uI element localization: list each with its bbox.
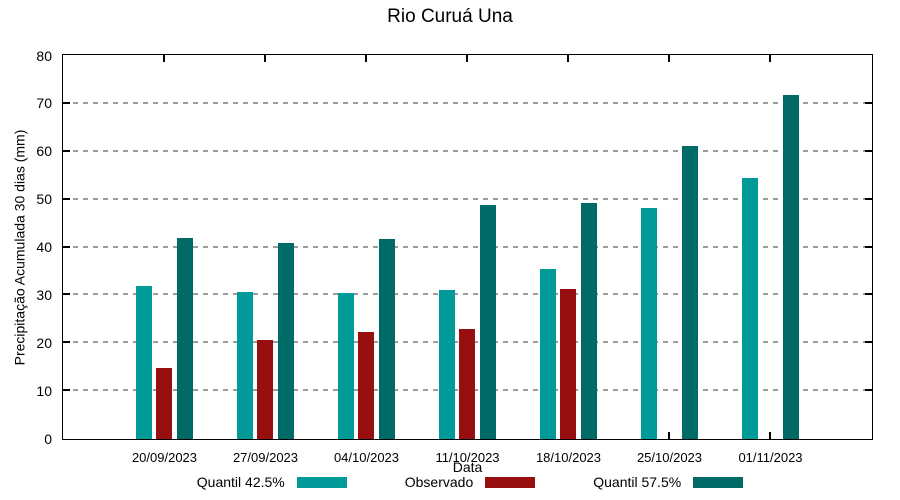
gridline-y-70: [63, 101, 872, 104]
x-tick-label: 27/09/2023: [232, 450, 299, 465]
x-tick-top: [264, 55, 266, 62]
y-tick-right: [865, 197, 872, 200]
bar-observado: [257, 340, 273, 439]
y-tick-right: [865, 245, 872, 248]
y-tick-right: [865, 101, 872, 104]
chart-title: Rio Curuá Una: [387, 6, 513, 27]
x-tick-top: [668, 55, 670, 62]
bar-quantil-57-5: [479, 205, 496, 439]
x-tick-bottom: [668, 432, 670, 439]
bar-quantil-42-5: [135, 285, 152, 439]
legend-label: Observado: [404, 474, 474, 490]
y-tick-label: 10: [36, 382, 52, 399]
y-tick-left: [63, 389, 70, 392]
y-tick-left: [63, 341, 70, 344]
bar-quantil-57-5: [378, 239, 395, 439]
y-tick-label: 30: [36, 286, 52, 303]
gridline-y-50: [63, 197, 872, 200]
gridline-y-40: [63, 245, 872, 248]
y-tick-left: [63, 245, 70, 248]
bar-quantil-42-5: [640, 207, 657, 439]
x-tick-label: 25/10/2023: [636, 450, 703, 465]
y-tick-label: 0: [44, 430, 52, 447]
bar-quantil-42-5: [236, 291, 253, 439]
y-tick-label: 60: [36, 143, 52, 160]
bar-quantil-57-5: [580, 202, 597, 439]
x-tick-label: 11/10/2023: [435, 450, 500, 465]
bar-quantil-42-5: [337, 292, 354, 439]
y-tick-label: 40: [36, 239, 52, 255]
legend-item-observado: Observado: [404, 474, 536, 490]
y-tick-left: [63, 197, 70, 200]
gridline-y-60: [63, 149, 872, 152]
x-tick-label: 18/10/2023: [535, 450, 602, 465]
x-tick-top: [365, 55, 367, 62]
x-tick-top: [567, 55, 569, 62]
gridline-y-30: [63, 293, 872, 296]
bar-observado: [560, 288, 576, 439]
legend-swatch: [296, 476, 347, 488]
legend: Quantil 42.5% Observado Quantil 57.5%: [0, 474, 900, 490]
legend-item-quantil-42-5: Quantil 42.5%: [197, 474, 347, 490]
x-tick-label: 20/09/2023: [131, 450, 198, 465]
y-tick-left: [63, 101, 70, 104]
x-tick-top: [769, 55, 771, 62]
bar-observado: [459, 329, 475, 439]
bar-observado: [156, 368, 172, 439]
x-tick-label: 04/10/2023: [333, 450, 400, 465]
x-axis-label: Data: [452, 459, 483, 475]
bar-quantil-42-5: [539, 269, 556, 439]
legend-label: Quantil 42.5%: [196, 474, 285, 490]
bar-quantil-57-5: [277, 242, 294, 439]
bar-quantil-42-5: [741, 177, 758, 439]
bar-quantil-57-5: [782, 94, 799, 439]
y-tick-right: [865, 341, 872, 344]
x-tick-top: [163, 55, 165, 62]
bar-observado: [358, 331, 374, 439]
x-tick-label: 01/11/2023: [738, 450, 803, 465]
x-tick-top: [466, 55, 468, 62]
y-tick-label: 50: [36, 191, 52, 208]
y-tick-right: [865, 293, 872, 296]
y-tick-right: [865, 149, 872, 152]
y-tick-label: 70: [36, 95, 52, 112]
y-tick-label: 80: [36, 47, 52, 64]
y-tick-left: [63, 293, 70, 296]
y-tick-left: [63, 149, 70, 152]
x-tick-bottom: [769, 432, 771, 439]
legend-label: Quantil 57.5%: [593, 474, 682, 490]
bar-quantil-42-5: [438, 289, 455, 439]
y-tick-right: [865, 389, 872, 392]
y-tick-label: 20: [36, 334, 52, 351]
bar-quantil-57-5: [176, 237, 193, 439]
legend-swatch: [485, 476, 536, 488]
legend-item-quantil-57-5: Quantil 57.5%: [593, 474, 744, 490]
bar-quantil-57-5: [681, 146, 698, 439]
legend-swatch: [693, 476, 744, 488]
plot-area: [62, 54, 873, 440]
